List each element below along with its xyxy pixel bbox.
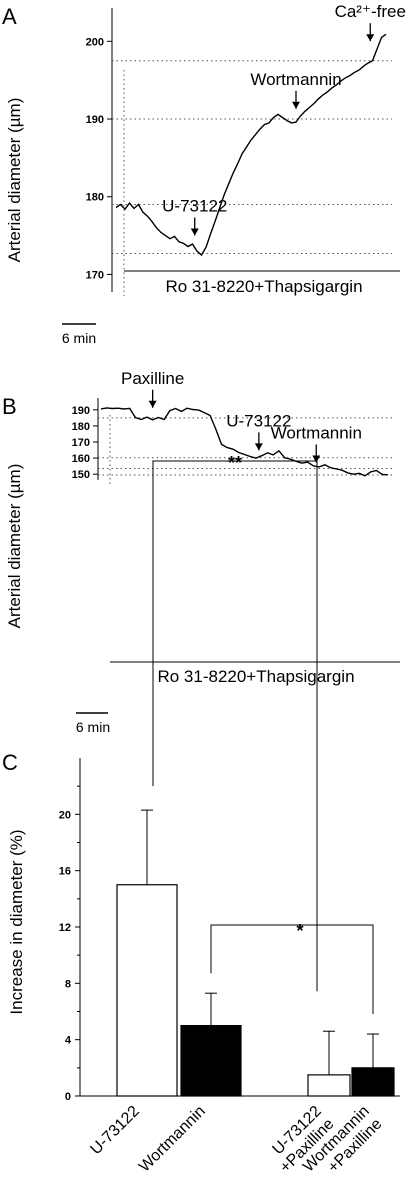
panel-a-annotations: U-73122 Wortmannin Ca²⁺-free [162, 2, 406, 236]
c-category-label: U-73122 [87, 1103, 142, 1158]
b-annotation-label: U-73122 [226, 411, 291, 430]
panel-c-y-label: Increase in diameter (%) [7, 829, 26, 1014]
a-arrow-head [366, 34, 375, 42]
c-category-label: Wortmannin [136, 1103, 209, 1176]
panel-b-treatment-label: Ro 31-8220+Thapsigargin [157, 667, 354, 686]
b-annotation-label: Paxilline [121, 369, 184, 388]
c-sig-bracket [210, 924, 374, 1015]
a-ytick-label: 180 [86, 192, 104, 204]
panel-c-significance: *** [152, 453, 374, 1015]
panel-a-scale-label: 6 min [62, 330, 96, 346]
panel-b-label: B [2, 394, 17, 419]
c-ytick-label: 12 [59, 922, 71, 934]
c-ytick-label: 0 [65, 1091, 71, 1103]
panel-b-y-ticks: 150 160 170 180 190 [72, 405, 98, 481]
panel-c-bars [116, 809, 395, 1097]
a-ytick-label: 190 [86, 114, 104, 126]
c-bar [116, 884, 178, 1097]
c-ytick-label: 8 [65, 978, 71, 990]
panel-a-treatment-label: Ro 31-8220+Thapsigargin [165, 277, 362, 296]
b-ytick-label: 150 [72, 469, 90, 481]
panel-b-chart: 150 160 170 180 190 Paxilline U-73122Wortmann… [5, 369, 400, 735]
c-category-line: Wortmannin [136, 1103, 209, 1176]
b-arrow-head [254, 443, 263, 451]
c-bar [351, 1067, 395, 1097]
panel-a-label: A [2, 4, 17, 29]
a-arrow-head [190, 228, 199, 236]
panel-a-trace [115, 33, 387, 257]
a-arrow-head [292, 101, 300, 109]
c-sig-label: * [296, 921, 303, 941]
a-ytick-label: 170 [86, 269, 104, 281]
c-bar [307, 1074, 351, 1097]
c-sig-label: ** [228, 453, 242, 473]
panel-b-y-label: Arterial diameter (µm) [5, 464, 24, 629]
a-annotation-label: Ca²⁺-free [335, 2, 406, 21]
b-ytick-label: 160 [72, 453, 90, 465]
c-ytick-label: 20 [59, 809, 71, 821]
panel-b-trace [100, 407, 389, 477]
b-arrow-head [148, 400, 157, 408]
c-category-line: U-73122 [87, 1103, 142, 1158]
c-ytick-label: 16 [59, 866, 71, 878]
c-ytick-label: 4 [65, 1035, 72, 1047]
b-arrow-head [312, 455, 321, 463]
b-ytick-label: 170 [72, 437, 90, 449]
panel-a-y-ticks: 170 180 190 200 [86, 36, 112, 281]
a-ytick-label: 200 [86, 36, 104, 48]
panel-a-reference-lines [112, 60, 392, 296]
c-sig-bracket [152, 460, 318, 992]
panel-b-scale-label: 6 min [76, 719, 110, 735]
a-annotation-label: Wortmannin [250, 70, 341, 89]
b-ytick-label: 190 [72, 405, 90, 417]
c-bar [180, 1024, 242, 1097]
a-annotation-label: U-73122 [162, 196, 227, 215]
b-ytick-label: 180 [72, 421, 90, 433]
panel-c-y-ticks: 0 4 8 12 16 20 [59, 785, 80, 1103]
panel-c-label: C [2, 750, 18, 775]
panel-a-y-label: Arterial diameter (µm) [5, 98, 24, 263]
b-annotation-label: Wortmannin [271, 423, 362, 442]
